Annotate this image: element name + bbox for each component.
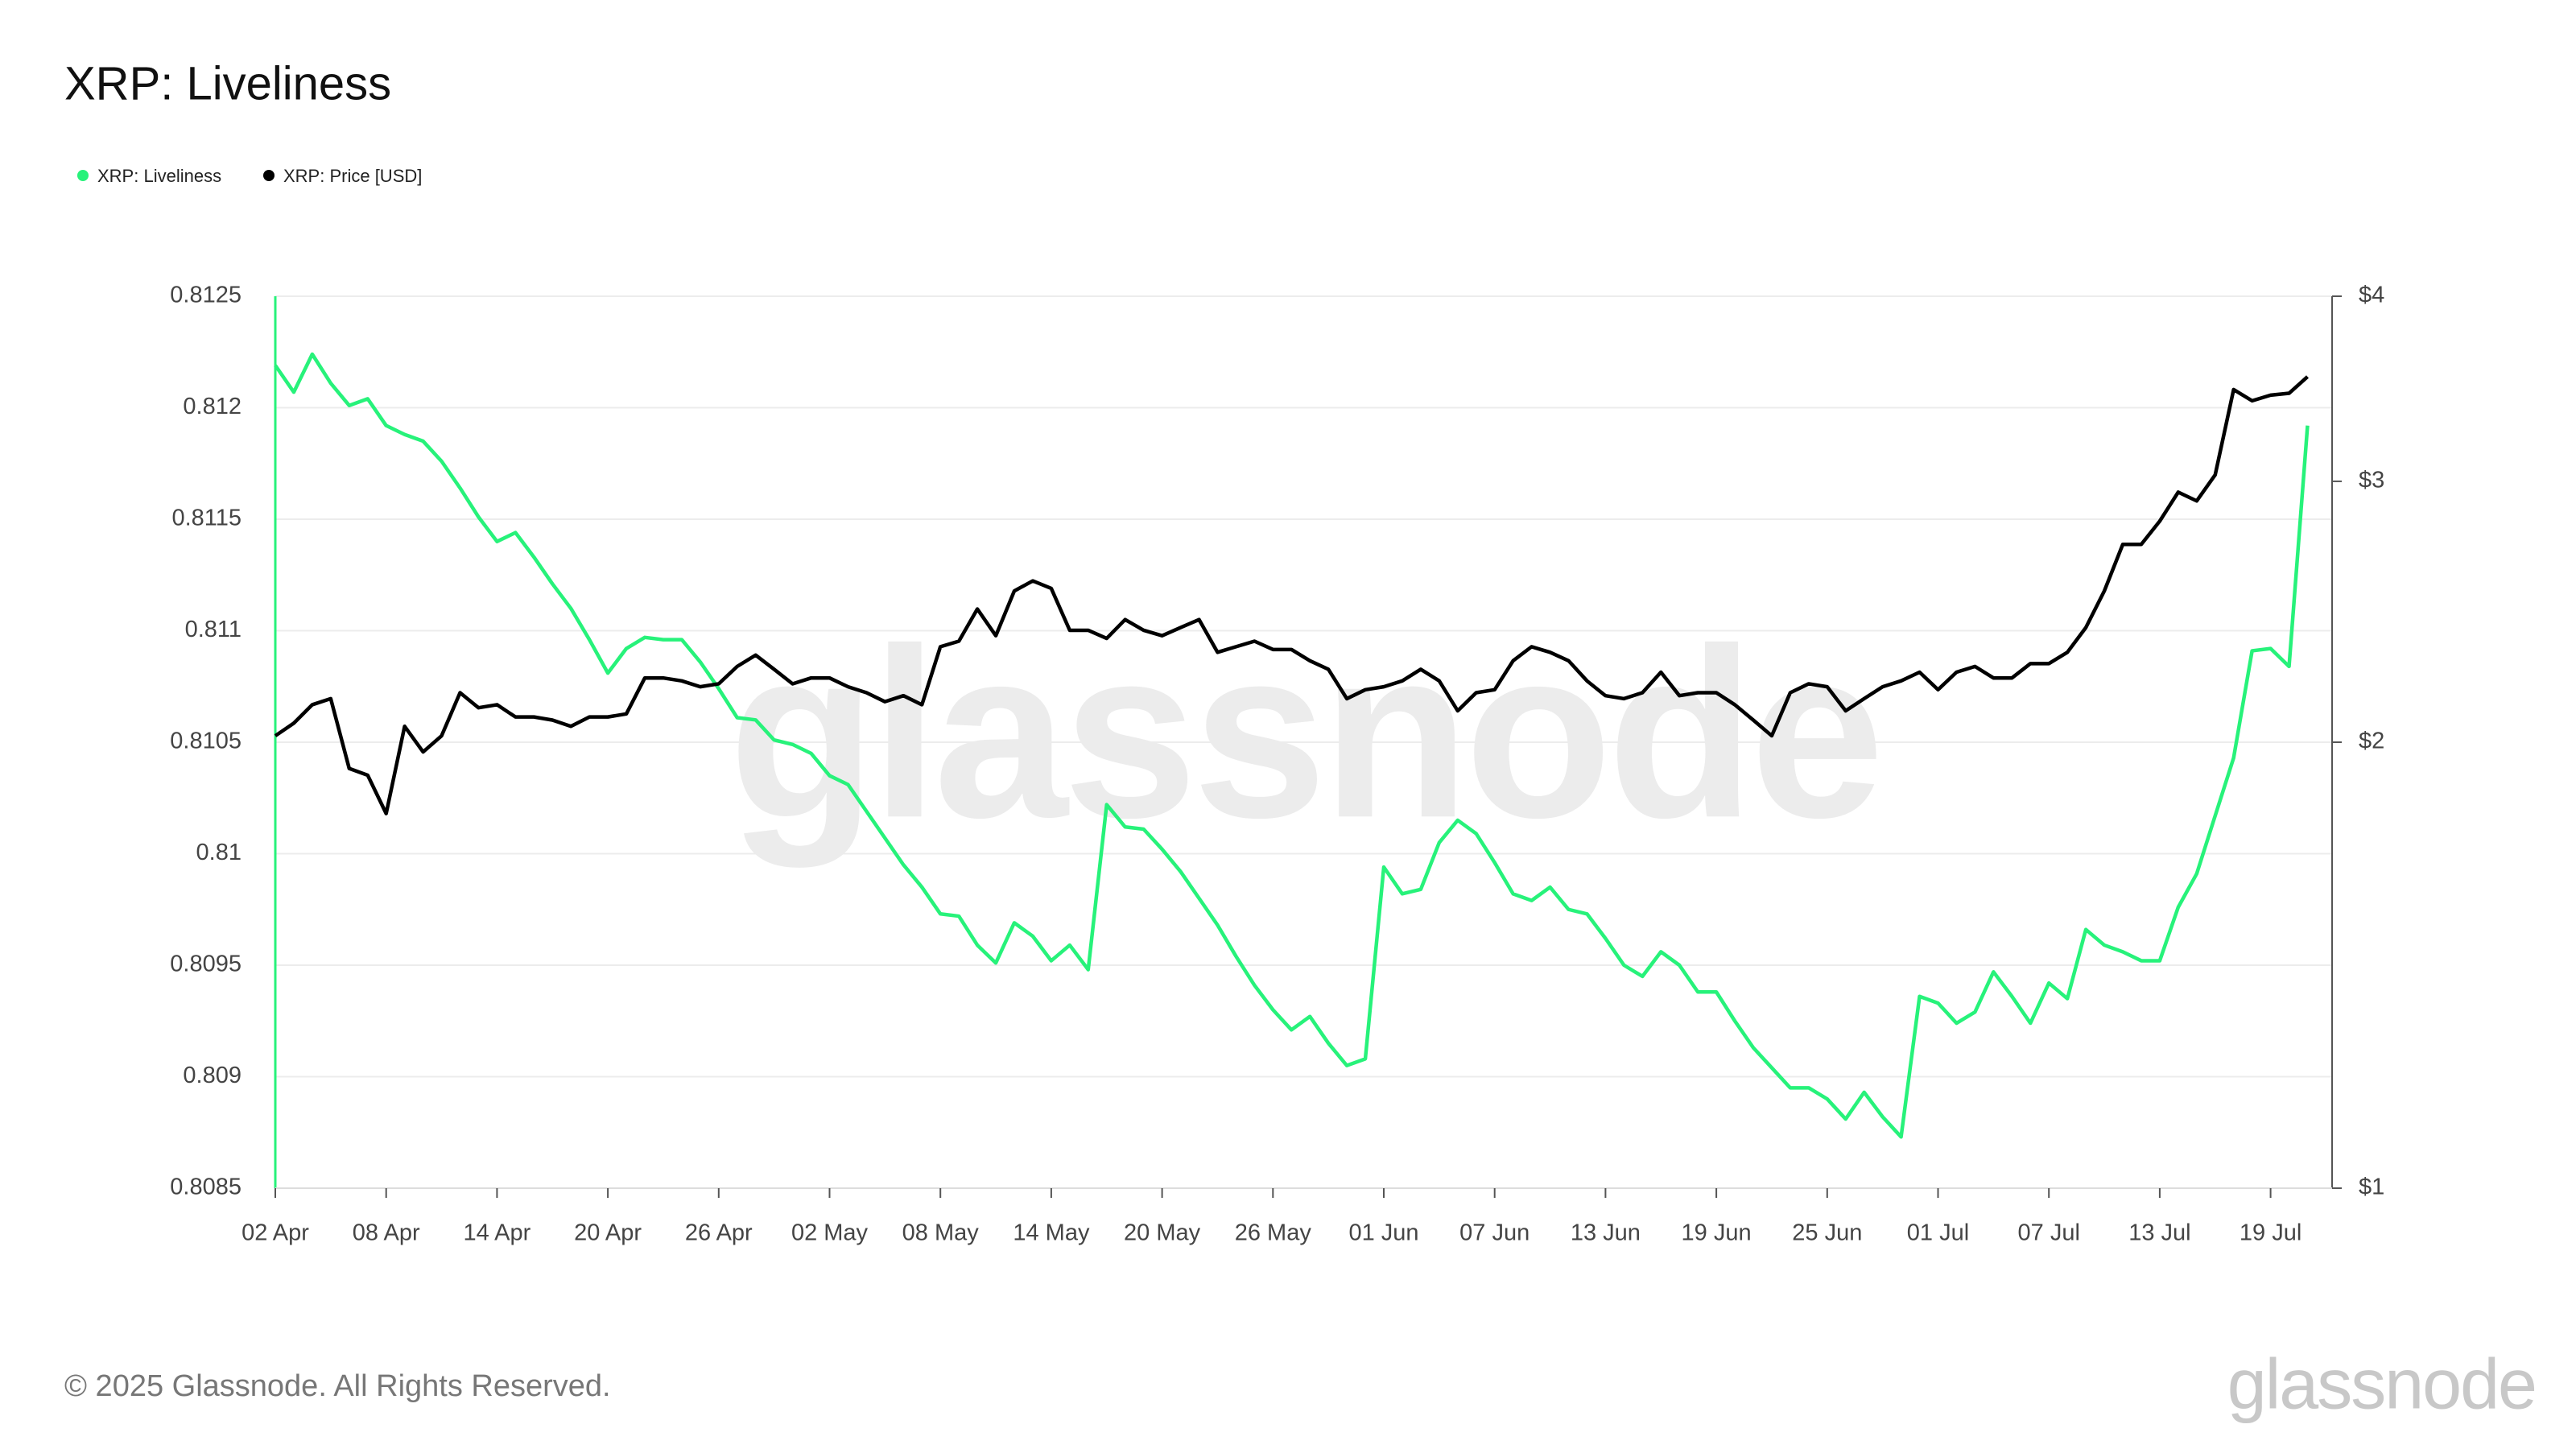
copyright: © 2025 Glassnode. All Rights Reserved.	[64, 1369, 611, 1403]
x-tick-label: 01 Jun	[1348, 1220, 1418, 1246]
series-line	[274, 352, 2310, 1139]
y2-tick-label: $4	[2359, 283, 2384, 308]
y2-tick-label: $2	[2359, 729, 2384, 754]
x-tick-label: 20 Apr	[574, 1220, 642, 1246]
x-tick-label: 26 May	[1235, 1220, 1312, 1246]
legend-marker	[263, 170, 275, 181]
y-tick-label: 0.811	[185, 617, 242, 642]
x-tick-label: 02 Apr	[242, 1220, 309, 1246]
x-tick-label: 19 Jul	[2240, 1220, 2301, 1246]
x-tick-label: 01 Jul	[1907, 1220, 1969, 1246]
x-tick-label: 13 Jul	[2128, 1220, 2190, 1246]
y2-tick-label: $1	[2359, 1174, 2384, 1200]
x-tick-label: 07 Jun	[1459, 1220, 1530, 1246]
x-tick-label: 07 Jul	[2018, 1220, 2080, 1246]
x-tick-label: 26 Apr	[685, 1220, 753, 1246]
x-tick-label: 08 Apr	[353, 1220, 420, 1246]
y-tick-label: 0.812	[183, 394, 242, 419]
legend-label: XRP: Price [USD]	[283, 166, 422, 186]
y-tick-label: 0.8125	[170, 283, 242, 308]
y2-tick-label: $3	[2359, 468, 2384, 493]
legend-label: XRP: Liveliness	[97, 166, 221, 186]
x-tick-label: 14 Apr	[463, 1220, 530, 1246]
x-tick-label: 14 May	[1013, 1220, 1090, 1246]
x-tick-label: 25 Jun	[1792, 1220, 1862, 1246]
series-line	[274, 375, 2310, 815]
x-tick-label: 08 May	[902, 1220, 980, 1246]
x-tick-label: 19 Jun	[1682, 1220, 1752, 1246]
x-tick-label: 20 May	[1124, 1220, 1201, 1246]
logo: glassnode	[2227, 1344, 2536, 1423]
x-tick-label: 13 Jun	[1571, 1220, 1641, 1246]
x-tick-label: 02 May	[791, 1220, 869, 1246]
y-tick-label: 0.8095	[170, 952, 242, 977]
legend-marker	[77, 170, 89, 181]
watermark: glassnode	[729, 597, 1880, 869]
y-tick-label: 0.8115	[171, 506, 242, 531]
chart-title: XRP: Liveliness	[64, 57, 391, 109]
y-tick-label: 0.8105	[170, 729, 242, 754]
y-tick-label: 0.81	[196, 840, 242, 865]
y-tick-label: 0.8085	[170, 1174, 242, 1200]
y-tick-label: 0.809	[183, 1063, 242, 1088]
